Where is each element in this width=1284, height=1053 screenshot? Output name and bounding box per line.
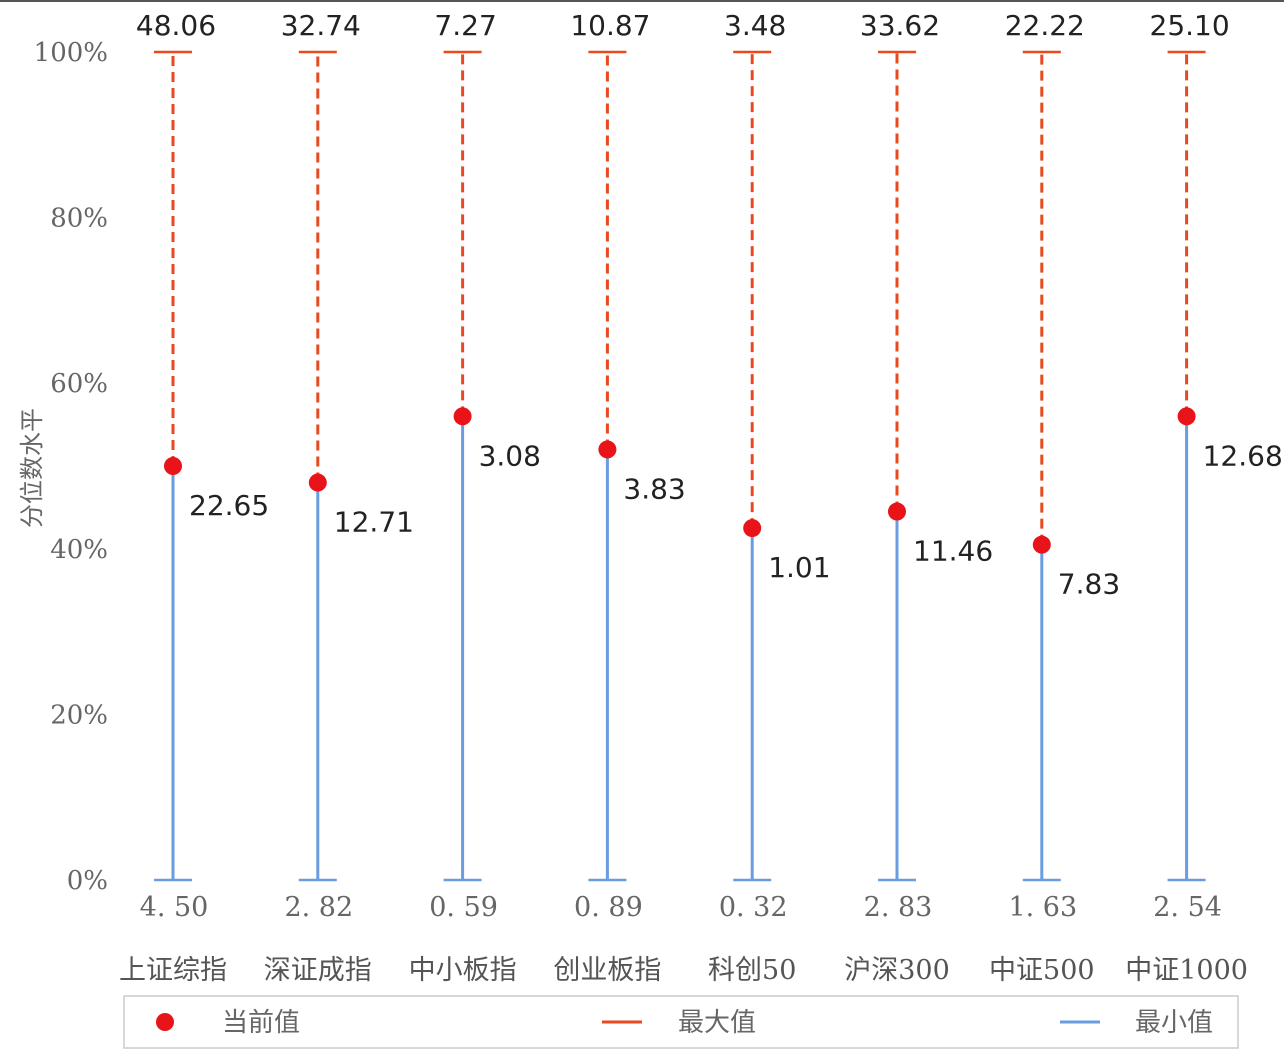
y-tick-label: 60%	[50, 369, 108, 399]
category-label: 沪深300	[844, 955, 950, 986]
legend: 当前值 最大值 最小值	[123, 995, 1239, 1049]
category-label: 创业板指	[553, 955, 661, 986]
y-tick-label: 40%	[50, 535, 108, 565]
max-value-label: 32.74	[281, 9, 361, 42]
category-label: 上证综指	[119, 955, 227, 986]
y-tick-label: 80%	[50, 204, 108, 234]
max-value-label: 7.27	[434, 9, 496, 42]
min-value-label: 4. 50	[140, 892, 209, 923]
current-point	[743, 519, 762, 538]
category-label: 科创50	[708, 955, 796, 986]
range-series: 48.06 22.65 4. 50 32.74 12.71 2. 82 7.27 3.08 0.…	[136, 9, 1283, 923]
min-value-label: 0. 59	[429, 892, 498, 923]
min-value-label: 0. 32	[719, 892, 788, 923]
max-value-label: 22.22	[1005, 9, 1085, 42]
current-point	[1177, 407, 1196, 426]
category-label: 中证500	[989, 955, 1095, 986]
current-value-label: 7.83	[1058, 568, 1120, 601]
current-value-label: 22.65	[189, 489, 269, 522]
current-point	[888, 502, 906, 521]
current-point	[453, 407, 472, 426]
current-point	[308, 473, 327, 492]
category-label: 深证成指	[264, 955, 372, 986]
current-point	[1032, 535, 1051, 554]
y-axis-label: 分位数水平	[18, 408, 46, 528]
min-value-label: 2. 54	[1153, 892, 1222, 923]
current-value-label: 11.46	[913, 535, 993, 568]
max-value-label: 3.48	[724, 9, 786, 42]
category-label: 中小板指	[409, 955, 517, 986]
y-tick-label: 20%	[50, 700, 108, 730]
max-value-label: 33.62	[860, 9, 940, 42]
min-value-label: 2. 82	[284, 892, 353, 923]
current-point	[598, 440, 617, 459]
current-value-label: 12.68	[1203, 439, 1283, 472]
current-value-label: 12.71	[334, 506, 414, 539]
current-value-label: 1.01	[768, 551, 830, 584]
y-tick-label: 0%	[67, 866, 108, 896]
min-value-label: 0. 89	[574, 892, 643, 923]
legend-current-marker	[156, 1013, 174, 1031]
x-axis-categories: 上证综指 深证成指 中小板指 创业板指 科创50 沪深300 中证500 中证1000	[119, 955, 1248, 986]
legend-box	[123, 995, 1239, 1049]
min-value-label: 2. 83	[864, 892, 933, 923]
current-value-label: 3.08	[479, 439, 541, 472]
current-point	[164, 457, 182, 475]
min-value-label: 1. 63	[1008, 892, 1077, 923]
legend-min-label: 最小值	[1135, 1008, 1213, 1038]
legend-current-label: 当前值	[222, 1008, 300, 1038]
legend-max-label: 最大值	[678, 1008, 756, 1038]
max-value-label: 25.10	[1150, 9, 1230, 42]
max-value-label: 48.06	[136, 9, 216, 42]
y-tick-label: 100%	[34, 38, 108, 68]
y-axis-ticks: 0% 20% 40% 60% 80% 100%	[34, 38, 108, 896]
category-label: 中证1000	[1125, 955, 1248, 986]
current-value-label: 3.83	[623, 472, 685, 505]
max-value-label: 10.87	[570, 9, 650, 42]
